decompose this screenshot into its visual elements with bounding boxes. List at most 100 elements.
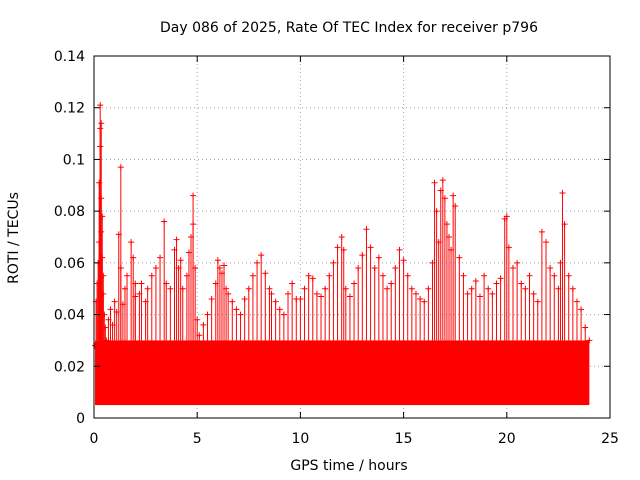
y-tick-label: 0.14: [54, 49, 85, 65]
data-point: [505, 244, 512, 251]
data-point: [124, 272, 131, 279]
data-point: [245, 285, 252, 292]
x-tick-label: 5: [193, 431, 202, 447]
x-tick-label: 15: [395, 431, 413, 447]
data-point: [200, 321, 207, 328]
data-point: [450, 192, 457, 199]
data-point: [526, 272, 533, 279]
y-tick-label: 0.08: [54, 204, 85, 220]
data-point: [431, 179, 438, 186]
data-point: [396, 246, 403, 253]
data-point: [439, 177, 446, 184]
data-point: [359, 252, 366, 259]
data-point: [305, 272, 312, 279]
data-point: [392, 265, 399, 272]
data-point: [97, 102, 104, 109]
data-point: [117, 164, 124, 171]
data-point: [254, 259, 261, 266]
data-point: [412, 290, 419, 297]
data-point: [111, 298, 118, 305]
data-point: [371, 265, 378, 272]
data-point: [313, 290, 320, 297]
data-point: [489, 290, 496, 297]
data-point: [421, 298, 428, 305]
data-point: [452, 202, 459, 209]
data-point: [514, 259, 521, 266]
y-axis-label: ROTI / TECUs: [6, 192, 22, 284]
x-tick-label: 0: [90, 431, 99, 447]
data-point: [301, 285, 308, 292]
y-tick-label: 0: [76, 411, 85, 427]
data-point: [330, 259, 337, 266]
data-point: [522, 285, 529, 292]
data-point: [92, 342, 99, 349]
data-point: [493, 280, 500, 287]
data-point: [214, 257, 221, 264]
data-point: [400, 257, 407, 264]
data-point: [534, 298, 541, 305]
data-point: [582, 324, 589, 331]
data-band: [95, 340, 590, 406]
data-point: [192, 265, 199, 272]
data-point: [194, 316, 201, 323]
data-point: [404, 272, 411, 279]
data-point: [130, 254, 137, 261]
data-point: [384, 285, 391, 292]
data-point: [161, 218, 168, 225]
data-point: [481, 272, 488, 279]
data-point: [309, 275, 316, 282]
data-point: [280, 311, 287, 318]
data-point: [258, 252, 265, 259]
data-point: [561, 221, 568, 228]
data-point: [417, 296, 424, 303]
data-point: [148, 272, 155, 279]
data-point: [340, 246, 347, 253]
data-point: [379, 272, 386, 279]
data-point: [208, 296, 215, 303]
x-tick-label: 10: [291, 431, 309, 447]
data-point: [433, 208, 440, 215]
data-point: [586, 337, 593, 344]
data-point: [363, 226, 370, 233]
data-point: [289, 280, 296, 287]
data-point: [98, 195, 105, 202]
data-point: [367, 244, 374, 251]
data-point: [216, 265, 223, 272]
data-point: [102, 324, 109, 331]
data-point: [530, 290, 537, 297]
data-point: [99, 213, 106, 220]
data-point: [497, 275, 504, 282]
data-point: [268, 290, 275, 297]
data-point: [355, 265, 362, 272]
data-point: [99, 254, 106, 261]
data-point: [132, 280, 139, 287]
data-point: [249, 272, 256, 279]
data-point: [346, 293, 353, 300]
data-point: [342, 285, 349, 292]
data-point: [559, 190, 566, 197]
data-point: [518, 280, 525, 287]
data-point: [285, 290, 292, 297]
data-point: [196, 332, 203, 339]
data-point: [144, 285, 151, 292]
plot-frame: [93, 55, 611, 419]
data-point: [262, 270, 269, 277]
data-point: [225, 290, 232, 297]
data-point: [233, 306, 240, 313]
data-point: [338, 234, 345, 240]
data-point: [173, 236, 180, 243]
data-point: [157, 254, 164, 261]
data-point: [266, 285, 273, 292]
y-tick-label: 0.12: [54, 101, 85, 117]
data-point: [190, 192, 197, 199]
y-tick-label: 0.1: [63, 152, 85, 168]
data-point: [98, 228, 105, 235]
data-point: [472, 277, 479, 284]
x-axis-ticks: 0 5 10 15 20 25: [90, 56, 619, 447]
data-point: [179, 285, 186, 292]
data-point: [547, 265, 554, 272]
data-point: [276, 306, 283, 313]
data-point: [443, 221, 450, 228]
data-point: [100, 290, 107, 297]
x-tick-label: 20: [498, 431, 516, 447]
